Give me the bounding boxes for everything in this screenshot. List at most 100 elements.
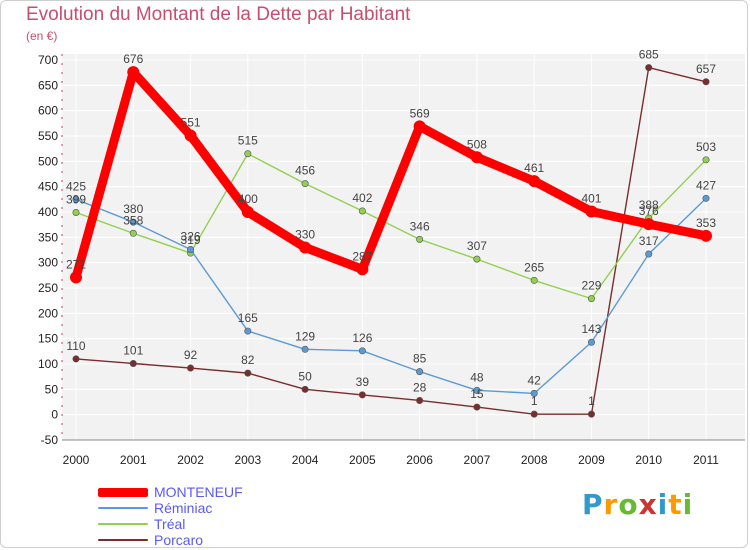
chart-subtitle: (en €) xyxy=(26,29,58,43)
data-point-porcaro xyxy=(129,359,137,367)
data-point-monteneuf xyxy=(470,151,483,164)
y-tick-label: 300 xyxy=(38,256,58,270)
y-tick-label: 350 xyxy=(38,230,58,244)
data-point-monteneuf xyxy=(700,229,712,242)
data-point-monteneuf xyxy=(356,263,369,276)
data-label: 15 xyxy=(470,387,484,401)
data-label: 503 xyxy=(696,140,716,154)
data-point-porcaro xyxy=(587,410,595,418)
y-tick-label: 500 xyxy=(38,154,58,168)
data-point-monteneuf xyxy=(184,129,197,142)
data-point-tréal xyxy=(301,180,309,188)
data-label: 110 xyxy=(66,339,85,353)
legend-swatch xyxy=(98,539,148,541)
data-label: 129 xyxy=(295,329,315,343)
data-point-porcaro xyxy=(72,355,80,363)
y-tick-label: 0 xyxy=(51,408,58,422)
data-label: 307 xyxy=(467,239,487,253)
data-label: 657 xyxy=(696,62,716,76)
data-point-réminiac xyxy=(72,195,80,203)
data-point-réminiac xyxy=(244,327,252,335)
logo-letter: i xyxy=(682,488,694,521)
data-label: 28 xyxy=(413,380,427,394)
data-point-réminiac xyxy=(358,347,366,355)
data-point-monteneuf xyxy=(413,120,426,133)
y-tick-label: 650 xyxy=(38,78,58,92)
data-label: 515 xyxy=(238,134,258,148)
data-label: 400 xyxy=(238,192,258,206)
data-label: 42 xyxy=(528,373,542,387)
data-label: 101 xyxy=(123,343,143,357)
data-label: 401 xyxy=(581,191,601,205)
y-tick-label: 550 xyxy=(38,129,58,143)
data-point-tréal xyxy=(129,229,137,237)
logo-letter: r xyxy=(603,488,619,521)
data-label: 85 xyxy=(413,352,427,366)
y-tick-label: 700 xyxy=(38,53,58,67)
data-label: 92 xyxy=(184,348,198,362)
data-point-monteneuf xyxy=(127,66,140,79)
y-tick-label: 200 xyxy=(38,306,58,320)
series-line-réminiac xyxy=(75,197,707,395)
x-tick-label: 2010 xyxy=(635,453,662,467)
y-tick-label: 150 xyxy=(38,332,58,346)
data-label: 399 xyxy=(66,193,86,207)
data-label: 229 xyxy=(581,279,601,293)
data-label: 402 xyxy=(352,191,372,205)
data-point-réminiac xyxy=(530,389,538,397)
proxiti-logo: Proxiti xyxy=(582,488,693,521)
y-tick-label: 450 xyxy=(38,180,58,194)
x-tick-label: 2000 xyxy=(63,453,90,467)
legend-swatch xyxy=(98,488,148,497)
data-point-tréal xyxy=(587,295,595,303)
y-tick-label: 100 xyxy=(38,357,58,371)
x-tick-label: 2011 xyxy=(693,453,719,467)
data-point-tréal xyxy=(530,276,538,284)
data-point-porcaro xyxy=(530,410,538,418)
data-label: 388 xyxy=(639,198,659,212)
data-point-tréal xyxy=(416,235,424,243)
data-label: 508 xyxy=(467,137,487,151)
data-label: 1 xyxy=(531,394,538,408)
y-tick-label: 250 xyxy=(38,281,58,295)
x-tick-label: 2002 xyxy=(177,453,204,467)
data-point-monteneuf xyxy=(642,218,655,231)
data-label: 353 xyxy=(696,216,716,230)
data-point-porcaro xyxy=(244,369,252,377)
series-line-monteneuf xyxy=(71,67,711,282)
data-point-porcaro xyxy=(301,385,309,393)
data-label: 317 xyxy=(639,234,659,248)
data-point-porcaro xyxy=(702,78,710,86)
data-point-réminiac xyxy=(301,345,309,353)
x-tick-label: 2003 xyxy=(234,453,261,467)
data-label: 551 xyxy=(181,115,201,129)
data-point-monteneuf xyxy=(585,205,598,218)
legend-label: Porcaro xyxy=(154,532,204,548)
data-label: 380 xyxy=(123,202,143,216)
data-point-monteneuf xyxy=(241,206,254,218)
data-point-réminiac xyxy=(416,368,424,376)
data-point-tréal xyxy=(72,209,80,217)
data-label: 569 xyxy=(410,106,430,120)
data-label: 376 xyxy=(639,204,659,218)
series-line-porcaro xyxy=(75,66,707,415)
data-point-réminiac xyxy=(187,245,195,253)
data-label: 143 xyxy=(581,322,601,336)
x-tick-label: 2007 xyxy=(464,453,491,467)
data-point-porcaro xyxy=(473,403,481,411)
y-tick-label: 50 xyxy=(45,382,59,396)
logo-letter: t xyxy=(668,488,683,521)
data-point-tréal xyxy=(244,150,252,158)
data-label: 456 xyxy=(295,164,315,178)
legend-swatch xyxy=(98,523,148,525)
data-label: 287 xyxy=(352,249,372,263)
legend-swatch xyxy=(98,507,148,509)
data-label: 165 xyxy=(238,311,258,325)
logo-letter: o xyxy=(618,488,639,521)
x-tick-label: 2005 xyxy=(349,453,376,467)
data-point-porcaro xyxy=(187,364,195,372)
data-point-monteneuf xyxy=(299,241,312,254)
data-label: 685 xyxy=(639,48,659,62)
data-point-tréal xyxy=(473,255,481,263)
